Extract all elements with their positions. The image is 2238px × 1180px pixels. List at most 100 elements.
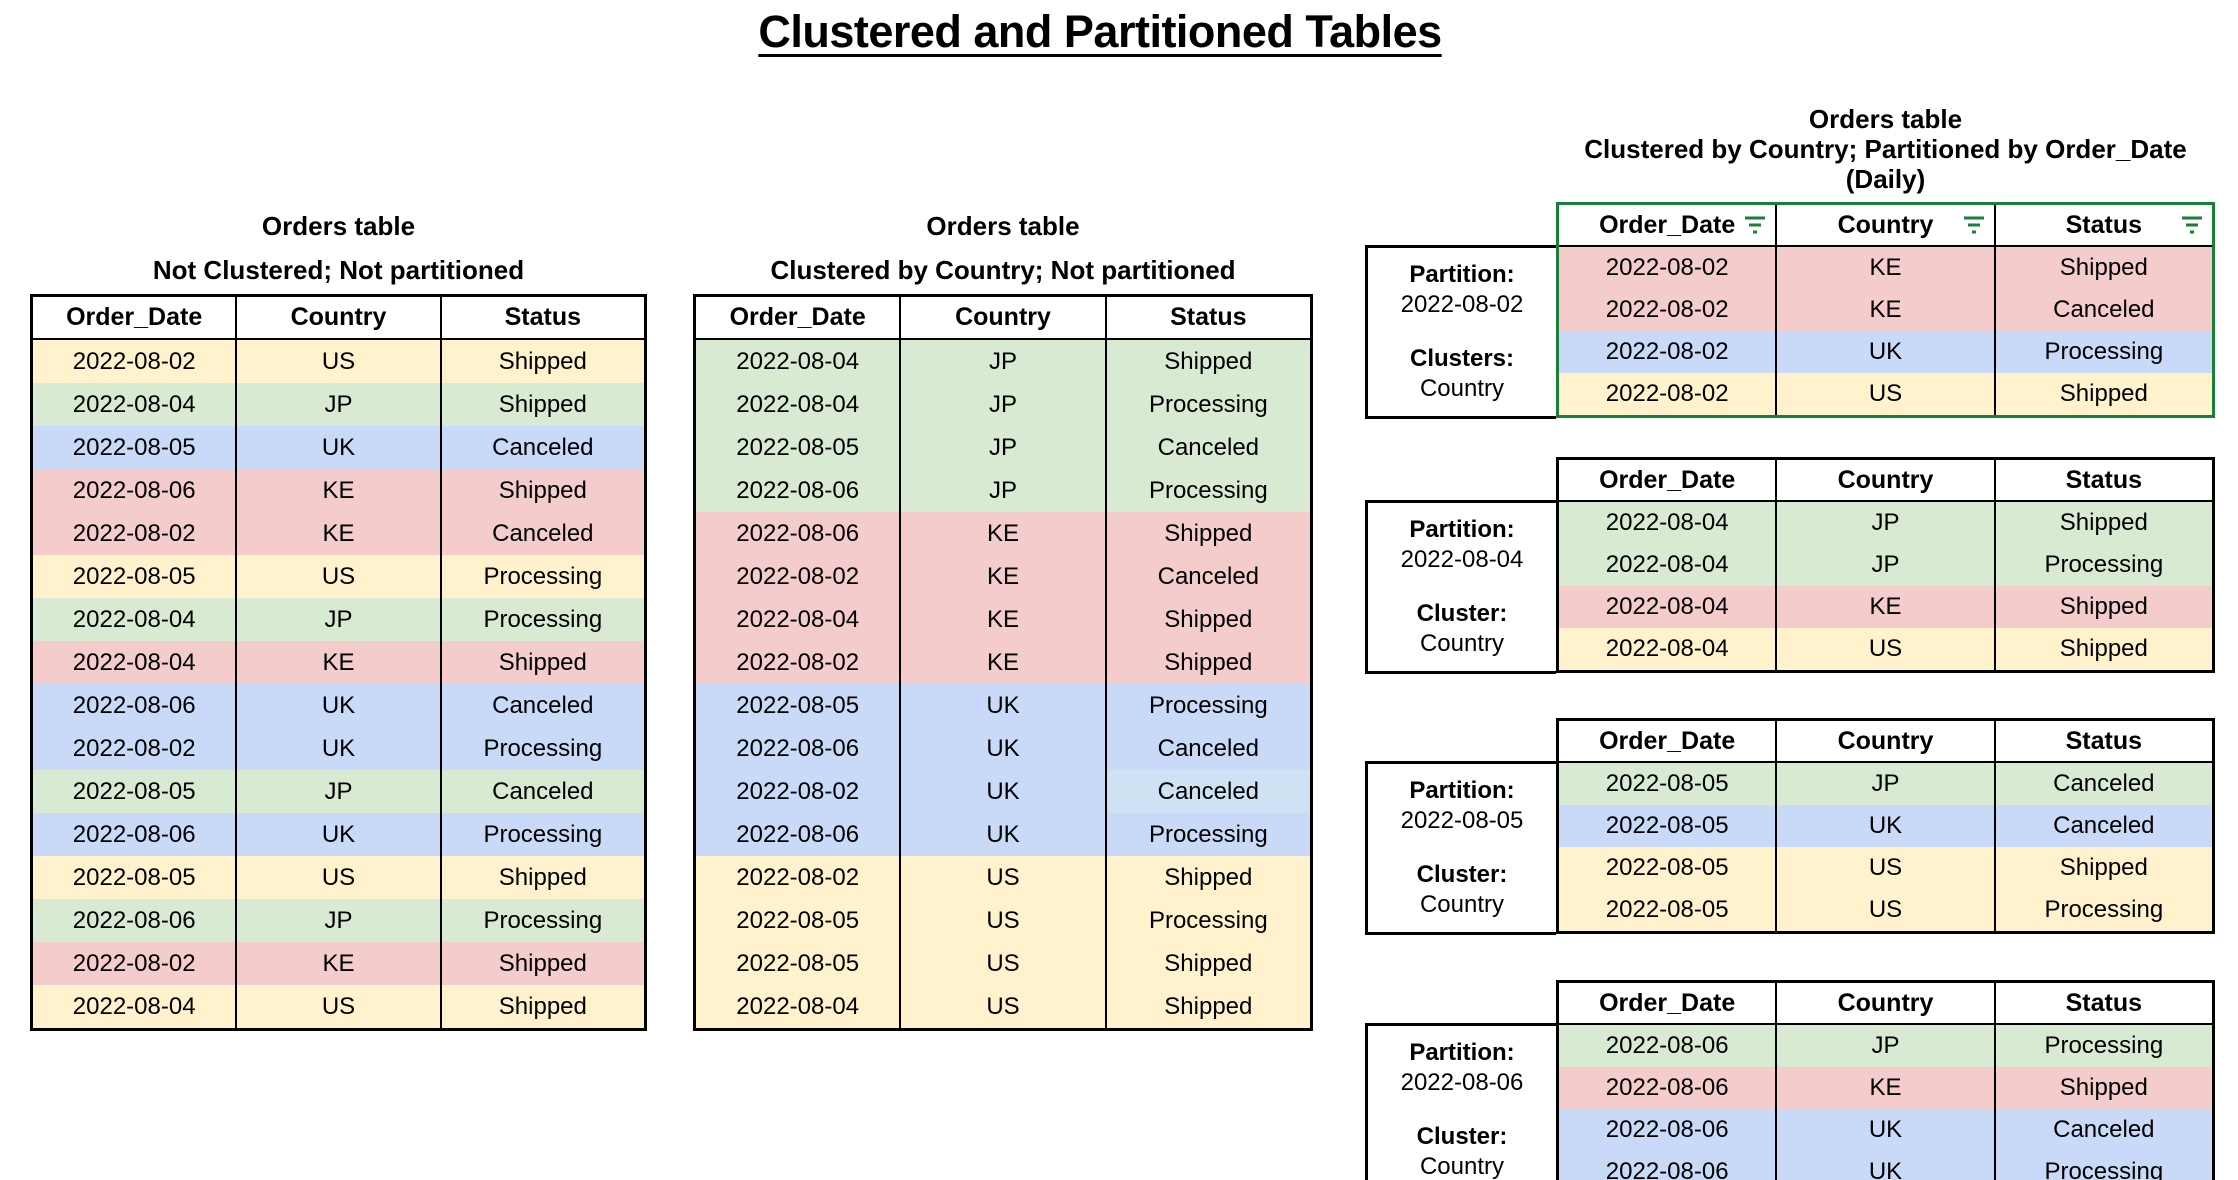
table-row: 2022-08-04 KE Shipped	[1559, 586, 2212, 628]
cell-date: 2022-08-06	[696, 813, 902, 856]
middle-table-section: Orders table Clustered by Country; Not p…	[693, 210, 1313, 1031]
cell-country: KE	[1777, 586, 1996, 628]
cell-date: 2022-08-06	[33, 469, 238, 512]
cluster-value: Country	[1419, 630, 1505, 657]
table-row: 2022-08-02 UK Processing	[33, 727, 644, 770]
cell-date: 2022-08-02	[1559, 373, 1778, 415]
column-header-status: Status	[1995, 460, 2212, 500]
cell-status: Processing	[1995, 331, 2212, 373]
cell-status: Shipped	[1106, 856, 1310, 899]
cell-date: 2022-08-06	[1559, 1025, 1778, 1067]
cell-country: JP	[1777, 502, 1996, 544]
table-row: 2022-08-02 KE Canceled	[1559, 289, 2212, 331]
table-header: Order_Date Country	[1559, 205, 2212, 247]
cell-date: 2022-08-06	[696, 512, 902, 555]
cell-date: 2022-08-06	[33, 813, 238, 856]
filter-icon[interactable]	[1961, 213, 1987, 237]
table-row: 2022-08-02 KE Shipped	[1559, 247, 2212, 289]
cell-date: 2022-08-06	[33, 899, 238, 942]
left-table-caption: Orders table	[261, 211, 416, 241]
middle-table-caption: Orders table	[926, 211, 1080, 241]
column-header-country: Country	[237, 297, 442, 338]
cell-date: 2022-08-04	[696, 340, 902, 383]
cell-country: US	[901, 942, 1107, 985]
cell-country: KE	[1777, 1067, 1996, 1109]
table-row: 2022-08-04 JP Shipped	[696, 340, 1310, 383]
cell-status: Shipped	[1995, 373, 2212, 415]
cell-country: JP	[237, 598, 442, 641]
right-table-caption: Orders table	[1808, 104, 1963, 134]
column-header-country: Country	[1777, 983, 1996, 1023]
table-row: 2022-08-02 KE Shipped	[696, 641, 1310, 684]
cell-date: 2022-08-05	[1559, 847, 1778, 889]
cell-date: 2022-08-02	[1559, 331, 1778, 373]
table-row: 2022-08-02 KE Canceled	[33, 512, 644, 555]
cell-status: Canceled	[441, 684, 644, 727]
cell-status: Shipped	[1995, 247, 2212, 289]
filter-icon[interactable]	[1742, 213, 1768, 237]
table-row: 2022-08-06 UK Processing	[33, 813, 644, 856]
cell-date: 2022-08-04	[696, 598, 902, 641]
cell-date: 2022-08-02	[33, 512, 238, 555]
cell-status: Processing	[1106, 469, 1310, 512]
cell-date: 2022-08-02	[33, 727, 238, 770]
column-header-order-date: Order_Date	[696, 297, 902, 338]
partition-value: 2022-08-04	[1400, 546, 1524, 573]
cell-status: Processing	[441, 899, 644, 942]
cell-date: 2022-08-06	[696, 469, 902, 512]
cluster-label: Cluster:	[1416, 861, 1508, 888]
cell-status: Processing	[441, 598, 644, 641]
column-header-country: Country	[1777, 721, 1996, 761]
partition-value: 2022-08-06	[1400, 1069, 1524, 1096]
cell-date: 2022-08-05	[696, 426, 902, 469]
table-row: 2022-08-06 UK Canceled	[696, 727, 1310, 770]
column-header-order-date: Order_Date	[1559, 205, 1778, 245]
table-row: 2022-08-06 UK Processing	[696, 813, 1310, 856]
cell-status: Shipped	[1995, 628, 2212, 670]
cell-status: Canceled	[1106, 426, 1310, 469]
partition-label: Partition:	[1409, 777, 1515, 804]
column-header-order-date: Order_Date	[1559, 721, 1778, 761]
cell-country: UK	[901, 770, 1107, 813]
cell-country: US	[1777, 889, 1996, 931]
cell-date: 2022-08-04	[1559, 544, 1778, 586]
cell-country: JP	[901, 426, 1107, 469]
table-row: 2022-08-04 JP Processing	[696, 383, 1310, 426]
cell-status: Processing	[1995, 1025, 2212, 1067]
cell-status: Shipped	[441, 985, 644, 1028]
column-header-label: Status	[2065, 210, 2143, 239]
cell-date: 2022-08-05	[1559, 763, 1778, 805]
table-row: 2022-08-04 KE Shipped	[33, 641, 644, 684]
cell-country: JP	[1777, 763, 1996, 805]
table-row: 2022-08-02 UK Processing	[1559, 331, 2212, 373]
column-header-country: Country	[1777, 205, 1996, 245]
cell-date: 2022-08-02	[696, 856, 902, 899]
right-tables-section: Orders table Clustered by Country; Parti…	[1365, 104, 2217, 1180]
cell-status: Canceled	[1995, 1109, 2212, 1151]
cell-country: US	[901, 856, 1107, 899]
column-header-status: Status	[441, 297, 644, 338]
partition-value: 2022-08-02	[1400, 291, 1524, 318]
cell-status: Canceled	[441, 770, 644, 813]
partition-label-box: Partition: 2022-08-04 Cluster: Country	[1365, 500, 1556, 674]
cell-date: 2022-08-06	[696, 727, 902, 770]
cell-date: 2022-08-04	[1559, 586, 1778, 628]
table-row: 2022-08-05 JP Canceled	[33, 770, 644, 813]
filter-icon[interactable]	[2179, 213, 2205, 237]
table-row: 2022-08-02 KE Shipped	[33, 942, 644, 985]
cell-date: 2022-08-02	[696, 770, 902, 813]
table-row: 2022-08-02 US Shipped	[33, 340, 644, 383]
cell-country: US	[237, 555, 442, 598]
cell-country: JP	[237, 383, 442, 426]
table-header: Order_Date Country Status	[1559, 983, 2212, 1025]
partition-label-box: Partition: 2022-08-06 Cluster: Country	[1365, 1023, 1556, 1180]
cell-status: Processing	[1995, 889, 2212, 931]
cell-country: UK	[1777, 805, 1996, 847]
table-row: 2022-08-05 JP Canceled	[696, 426, 1310, 469]
cell-country: UK	[901, 684, 1107, 727]
cluster-label: Cluster:	[1416, 600, 1508, 627]
table-row: 2022-08-04 JP Shipped	[33, 383, 644, 426]
cell-status: Processing	[441, 813, 644, 856]
table-row: 2022-08-05 US Shipped	[696, 942, 1310, 985]
